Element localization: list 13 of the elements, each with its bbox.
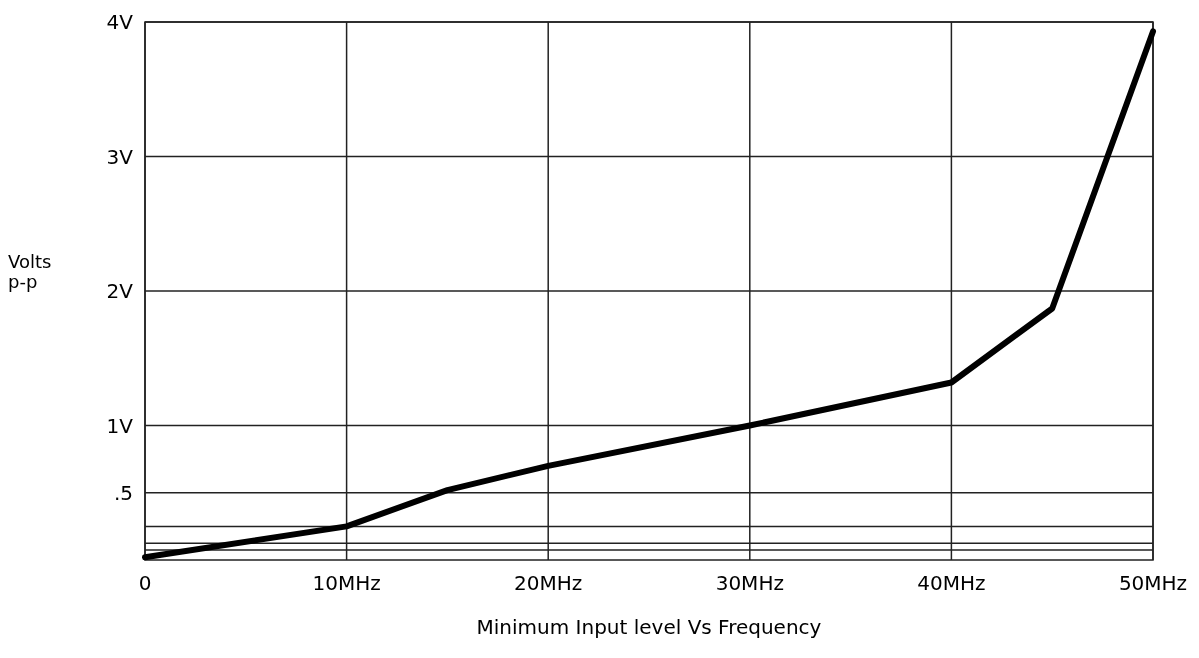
x-tick-label: 10MHz (312, 571, 381, 595)
y-tick-label: 3V (106, 144, 134, 169)
x-tick-label: 50MHz (1118, 571, 1188, 595)
x-tick-label: 20MHz (514, 571, 583, 595)
y-tick-label: 2V (106, 279, 134, 303)
y-axis-title: Volts p-p (8, 251, 52, 292)
y-tick-label: .5 (113, 480, 133, 505)
x-axis-title: Minimum Input level Vs Frequency (476, 615, 822, 639)
x-tick-label: 0 (138, 571, 152, 595)
x-tick-label: 40MHz (917, 571, 986, 595)
y-tick-label: 1V (106, 413, 134, 438)
y-tick-label: 4V (106, 10, 134, 34)
x-tick-label: 30MHz (715, 571, 784, 595)
